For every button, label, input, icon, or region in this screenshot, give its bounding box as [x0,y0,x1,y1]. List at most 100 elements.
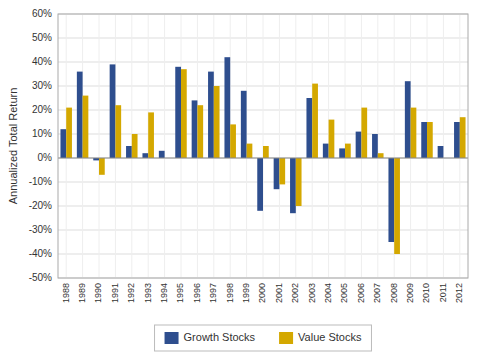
x-tick-label: 2012 [454,283,464,303]
x-tick-label: 1989 [77,283,87,303]
bar [115,105,121,158]
bar [394,158,400,254]
bar [110,64,116,158]
x-tick-label: 2008 [389,283,399,303]
bar [372,134,378,158]
bar [241,91,247,158]
legend-label: Growth Stocks [184,331,256,343]
x-tick-label: 2005 [339,283,349,303]
bar [312,84,318,158]
grid-line [164,14,165,278]
bar [224,57,230,158]
chart: -50% -40% -30% -20% -10% 0% 10% 20% 30% 40% 50% 60%… [0,0,480,360]
bar [339,148,345,158]
grid [58,14,468,278]
bar [99,158,105,175]
legend-swatch [165,332,179,344]
x-tick-label: 1999 [241,283,251,303]
x-tick-label: 2009 [405,283,415,303]
legend-swatch [279,332,293,344]
y-tick-label: 60% [32,8,52,19]
bar [329,120,335,158]
x-tick-label: 2002 [290,283,300,303]
bar [323,144,329,158]
x-tick-label: 1995 [175,283,185,303]
bar [421,122,427,158]
x-tick-label: 1997 [208,283,218,303]
x-tick-label: 2011 [438,283,448,302]
y-tick-label: 40% [32,56,52,67]
bar [427,122,433,158]
legend: Growth Stocks Value Stocks [155,325,372,351]
grid-line [99,14,100,278]
x-tick-label: 1988 [61,283,71,303]
legend-frame [155,325,372,351]
y-axis-label: Annualized Total Return [7,88,19,205]
y-tick-label: -10% [29,176,52,187]
bar [345,144,351,158]
plot-frame [58,14,468,278]
y-tick-label: -50% [29,272,52,283]
bar [257,158,263,211]
x-tick-label: 1993 [143,283,153,303]
bar [378,153,384,158]
bar [460,117,466,158]
bar [361,108,367,158]
bar [296,158,302,206]
zero-line [58,158,468,159]
x-tick-label: 2006 [356,283,366,303]
bar [83,96,89,158]
bar [274,158,280,189]
x-tick-label: 1994 [159,283,169,303]
bar [175,67,181,158]
grid-line [295,14,296,278]
y-axis: -50% -40% -30% -20% -10% 0% 10% 20% 30% 40% 50% 60% [29,8,52,283]
y-tick-label: 20% [32,104,52,115]
bar [388,158,394,242]
legend-item: Growth Stocks [165,331,256,344]
bars [60,57,465,254]
x-tick-label: 2000 [257,283,267,303]
y-tick-label: 0% [38,152,53,163]
bar [290,158,296,213]
bar [405,81,411,158]
y-tick-label: 30% [32,80,52,91]
grid-line [58,158,468,159]
bar [438,146,444,158]
bar [214,86,220,158]
bar [230,124,236,158]
bar [197,105,203,158]
x-axis: 1988 1989 1990 1991 1992 1993 1994 1995 1996 1997… [61,283,465,303]
bar [60,129,66,158]
bar [181,69,187,158]
bar [263,146,269,158]
bar [208,72,214,158]
x-tick-label: 2003 [307,283,317,303]
legend-item: Value Stocks [279,331,362,344]
bar [132,134,138,158]
bar [279,158,285,184]
bar [192,100,198,158]
bar [356,132,362,158]
y-tick-label: -20% [29,200,52,211]
y-tick-label: 10% [32,128,52,139]
x-tick-label: 2001 [274,283,284,303]
bar [126,146,132,158]
bar [77,72,83,158]
x-tick-label: 2007 [372,283,382,303]
y-tick-label: -30% [29,224,52,235]
bar [148,112,154,158]
legend-label: Value Stocks [298,331,362,343]
x-tick-label: 1996 [192,283,202,303]
bar [142,153,148,158]
bar [66,108,72,158]
x-tick-label: 1991 [110,283,120,303]
y-tick-label: -40% [29,248,52,259]
grid-line [279,14,280,278]
x-tick-label: 2010 [421,283,431,303]
x-tick-label: 1998 [225,283,235,303]
x-tick-label: 2004 [323,283,333,303]
x-tick-label: 1990 [93,283,103,303]
y-tick-label: 50% [32,32,52,43]
x-tick-label: 1992 [126,283,136,303]
